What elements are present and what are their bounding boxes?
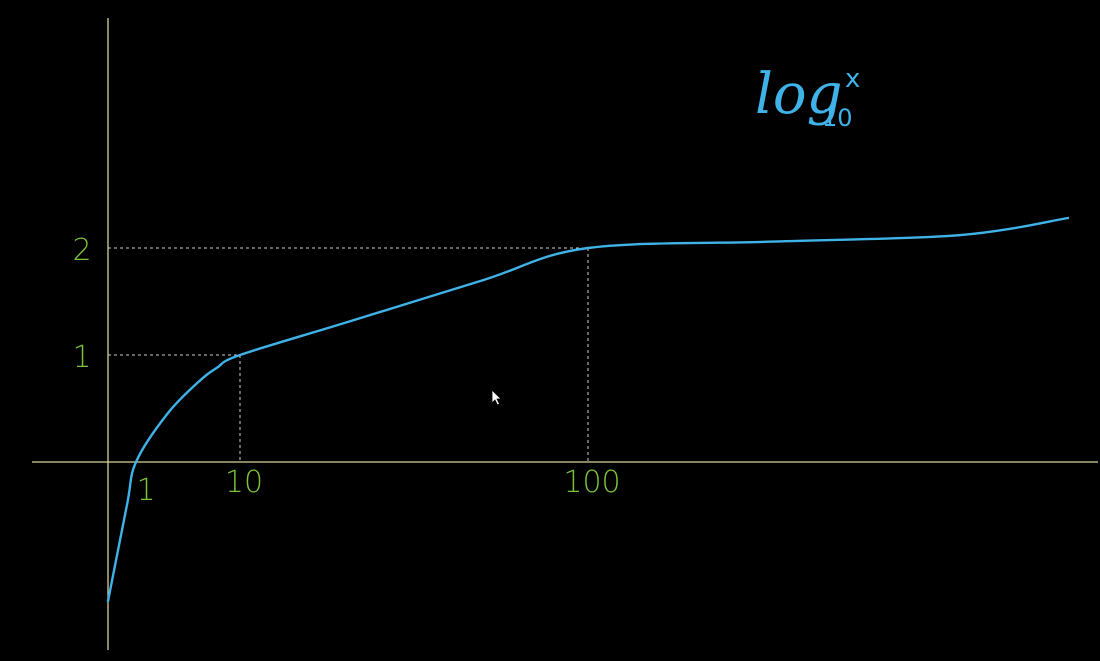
y-tick-label-2: 2 bbox=[72, 233, 91, 268]
title-arg-text: x bbox=[845, 64, 860, 94]
arrow-cursor-icon bbox=[491, 389, 502, 406]
tick-labels: 1 10 100 1 2 bbox=[72, 233, 620, 508]
y-tick-label-1: 1 bbox=[72, 340, 91, 375]
x-tick-label-10: 10 bbox=[225, 465, 263, 500]
x-tick-label-1: 1 bbox=[136, 473, 155, 508]
x-tick-label-100: 100 bbox=[563, 465, 620, 500]
title-base-text: 10 bbox=[822, 104, 853, 132]
chart-title: log 10 x bbox=[755, 62, 860, 132]
guide-lines bbox=[108, 247, 589, 462]
series-line bbox=[106, 216, 1070, 603]
title-log-text: log bbox=[755, 62, 842, 127]
